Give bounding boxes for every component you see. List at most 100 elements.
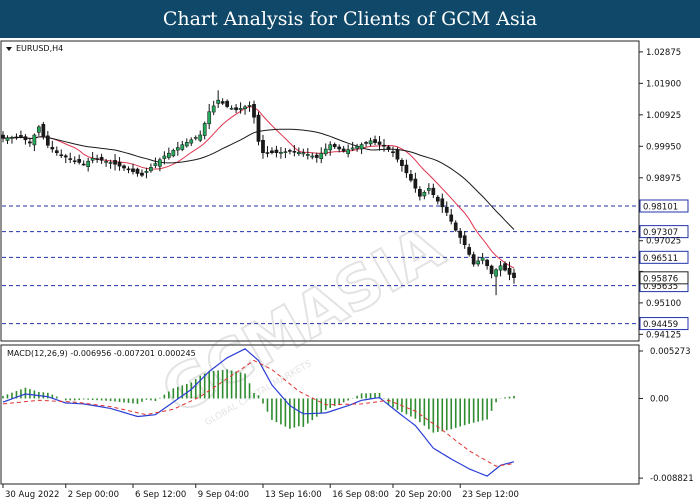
macd-tick-label: 0.005273 [650, 347, 691, 357]
signal-line [2, 359, 515, 467]
y-tick-label: 0.99950 [646, 142, 681, 152]
bull-candle [5, 137, 10, 141]
bull-candle [153, 163, 158, 166]
bear-candle [377, 141, 382, 145]
bull-candle [346, 149, 350, 154]
bear-candle [220, 101, 225, 104]
x-tick-label: 2 Sep 00:00 [68, 490, 119, 500]
bull-candle [359, 144, 364, 150]
bear-candle [337, 146, 342, 150]
dropdown-triangle-icon[interactable] [6, 47, 12, 51]
bull-candle [426, 188, 431, 191]
bull-candle [108, 162, 113, 164]
bull-candle [180, 144, 185, 150]
bull-candle [243, 106, 247, 110]
bear-candle [431, 187, 436, 195]
bear-candle [122, 165, 126, 169]
bear-candle [418, 188, 422, 197]
bear-candle [50, 147, 55, 150]
level-label: 0.96511 [643, 254, 678, 264]
bull-candle [368, 140, 373, 145]
bull-candle [480, 257, 485, 261]
level-label-box [639, 225, 689, 239]
x-tick-label: 9 Sep 04:00 [198, 490, 249, 500]
bull-candle [158, 159, 162, 167]
bear-candle [400, 160, 404, 166]
bear-candle [512, 272, 516, 278]
bull-candle [184, 142, 189, 147]
bull-candle [207, 111, 212, 125]
bear-candle [386, 146, 391, 150]
bear-candle [131, 168, 135, 172]
bear-candle [395, 149, 400, 160]
bull-candle [422, 192, 427, 197]
bear-candle [364, 142, 368, 144]
current-price-box [639, 271, 689, 285]
bull-candle [310, 155, 315, 158]
bull-candle [37, 126, 41, 133]
y-tick-label: 1.02875 [646, 48, 681, 58]
bear-candle [41, 124, 46, 137]
bear-candle [19, 135, 23, 137]
bear-candle [252, 104, 256, 118]
level-label: 0.97307 [643, 228, 678, 238]
bear-candle [14, 136, 19, 139]
bull-candle [32, 134, 37, 146]
bull-candle [144, 171, 149, 173]
bull-candle [162, 155, 167, 159]
x-tick-label: 23 Sep 12:00 [462, 490, 519, 500]
page-title: Chart Analysis for Clients of GCM Asia [162, 8, 538, 30]
price-pane-border [0, 40, 640, 342]
bull-candle [149, 167, 153, 172]
bear-candle [471, 254, 476, 265]
fast-ma-line [2, 106, 515, 269]
bear-candle [404, 164, 409, 174]
bull-candle [211, 105, 216, 113]
bull-candle [104, 161, 108, 163]
bull-candle [301, 152, 306, 155]
macd-tick-label: -0.008821 [650, 474, 694, 484]
x-tick-label: 30 Aug 2022 [5, 490, 59, 500]
macd-pane-border [0, 344, 640, 485]
bear-candle [288, 150, 292, 152]
macd-series [2, 348, 515, 477]
level-label: 0.94459 [643, 320, 678, 330]
bear-candle [63, 155, 68, 158]
bull-candle [350, 147, 355, 150]
bull-candle [247, 105, 252, 107]
bull-candle [498, 265, 503, 271]
bear-candle [341, 148, 346, 152]
bear-candle [485, 259, 489, 266]
bear-candle [81, 163, 86, 166]
bull-candle [171, 150, 176, 157]
bull-candle [229, 107, 234, 110]
bull-candle [319, 153, 324, 159]
bear-candle [373, 139, 377, 143]
bear-candle [458, 230, 463, 238]
bear-candle [135, 168, 140, 174]
bear-candle [292, 151, 297, 153]
bear-candle [28, 141, 32, 144]
bear-candle [503, 263, 507, 271]
bear-candle [449, 214, 454, 222]
x-tick-label: 20 Sep 20:00 [395, 490, 452, 500]
bear-candle [23, 136, 28, 141]
bear-candle [391, 151, 395, 154]
bull-candle [476, 260, 480, 265]
bull-candle [90, 157, 95, 161]
bear-candle [332, 144, 337, 148]
level-lines: 0.98101 0.97307 0.96511 0.95635 0.94459 [2, 199, 689, 331]
bear-candle [314, 154, 319, 158]
bear-candle [117, 161, 122, 167]
bear-candle [265, 152, 270, 154]
bear-candle [234, 107, 238, 111]
bull-candle [167, 152, 171, 158]
bear-candle [507, 267, 512, 275]
bear-candle [261, 140, 265, 154]
bull-candle [305, 154, 310, 156]
bull-candle [198, 134, 203, 141]
chart-svg: EURUSD,H4 MACD(12,26,9) -0.006956 -0.007… [0, 38, 700, 500]
bull-candle [296, 151, 301, 154]
chart-base: EURUSD,H4 MACD(12,26,9) -0.006956 -0.007… [0, 38, 700, 500]
